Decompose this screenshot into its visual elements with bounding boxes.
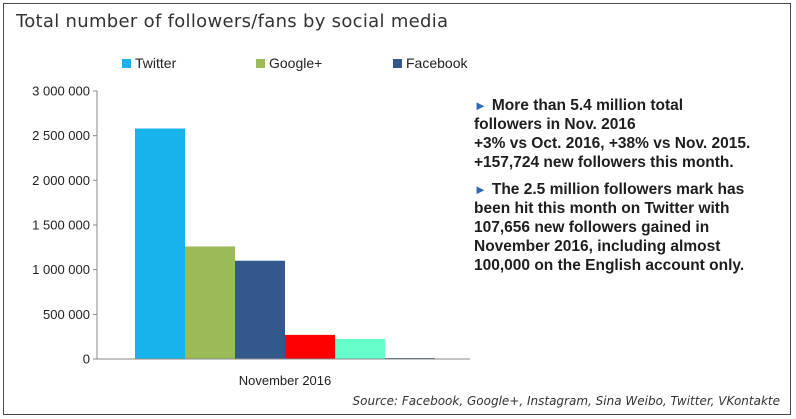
legend-swatch-twitter bbox=[122, 58, 131, 68]
pointer-arrow-icon: ► bbox=[474, 182, 487, 197]
note-line: 100,000 on the English account only. bbox=[474, 257, 745, 274]
note-twitter-milestone: ► The 2.5 million followers mark has been… bbox=[474, 180, 792, 275]
note-line: 107,656 new followers gained in bbox=[474, 219, 710, 236]
y-tick-label: 2 500 000 bbox=[32, 128, 90, 143]
y-tick-label: 500 000 bbox=[43, 307, 90, 322]
note-line: +157,724 new followers this month. bbox=[474, 154, 734, 171]
x-axis: November 2016 bbox=[97, 358, 470, 388]
pointer-arrow-icon: ► bbox=[474, 98, 487, 113]
chart-title: Total number of followers/fans by social… bbox=[16, 11, 449, 32]
chart-legend: Twitter Google+ Facebook bbox=[0, 55, 796, 75]
bars bbox=[135, 128, 435, 360]
y-tick-label: 2 000 000 bbox=[32, 173, 90, 188]
note-line: +3% vs Oct. 2016, +38% vs Nov. 2015. bbox=[474, 135, 751, 152]
legend-swatch-facebook bbox=[393, 58, 402, 68]
note-line: ► The 2.5 million followers mark has bbox=[474, 181, 745, 198]
y-tick-label: 3 000 000 bbox=[32, 84, 90, 99]
bar-series-2 bbox=[185, 246, 235, 359]
bar-series-5 bbox=[335, 338, 385, 359]
bar-series-1 bbox=[135, 128, 185, 359]
note-line: followers in Nov. 2016 bbox=[474, 116, 636, 133]
note-line: November 2016, including almost bbox=[474, 238, 721, 255]
bar-series-4 bbox=[285, 334, 335, 359]
annotation-notes: ► More than 5.4 million total followers i… bbox=[474, 96, 792, 283]
legend-swatch-googleplus bbox=[256, 58, 265, 68]
x-category-label: November 2016 bbox=[239, 373, 332, 388]
legend-item-googleplus: Google+ bbox=[256, 55, 322, 71]
legend-label-googleplus: Google+ bbox=[269, 55, 323, 71]
bar-series-3 bbox=[235, 260, 285, 359]
legend-item-facebook: Facebook bbox=[393, 55, 467, 71]
y-tick-label: 1 000 000 bbox=[32, 262, 90, 277]
y-axis: 0 500 000 1 000 000 1 500 000 2 000 000 2 500… bbox=[32, 84, 98, 367]
y-tick-label: 1 500 000 bbox=[32, 218, 90, 233]
y-tick-label: 0 bbox=[83, 352, 90, 367]
legend-item-twitter: Twitter bbox=[122, 55, 176, 71]
note-line: ► More than 5.4 million total bbox=[474, 97, 684, 114]
note-line: been hit this month on Twitter with bbox=[474, 200, 730, 217]
legend-label-twitter: Twitter bbox=[135, 55, 177, 71]
source-note: Source: Facebook, Google+, Instagram, Si… bbox=[352, 394, 780, 408]
legend-label-facebook: Facebook bbox=[406, 55, 468, 71]
chart-frame bbox=[3, 3, 791, 415]
note-total-followers: ► More than 5.4 million total followers i… bbox=[474, 96, 792, 172]
